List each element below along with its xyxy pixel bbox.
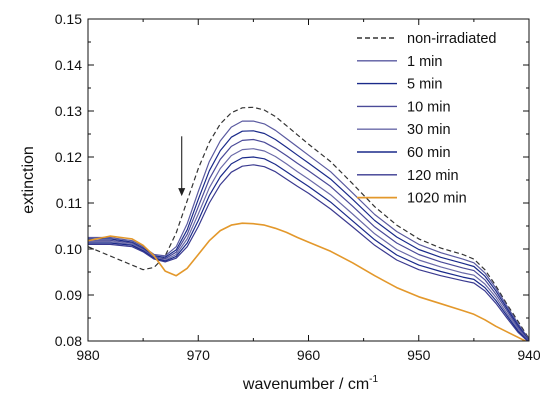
y-axis-label: extinction xyxy=(20,146,37,214)
legend: non-irradiated 1 min 5 min 10 min 30 min 60 m… xyxy=(357,31,496,207)
series-line-30-min xyxy=(88,148,529,341)
x-tick-label: 940 xyxy=(517,347,540,363)
annotation-layer xyxy=(178,136,186,197)
y-tick-label: 0.13 xyxy=(55,103,82,119)
x-axis-label-superscript: -1 xyxy=(369,374,378,385)
legend-label: 120 min xyxy=(407,168,459,184)
series-line-60-min xyxy=(88,156,529,341)
series-line-non-irradiated xyxy=(88,106,529,340)
series-line-1-min xyxy=(88,120,529,340)
series-line-5-min xyxy=(88,130,529,341)
plot-frame xyxy=(87,18,530,342)
legend-label: 30 min xyxy=(407,122,451,138)
x-tick-label: 970 xyxy=(187,347,211,363)
legend-label: 60 min xyxy=(407,145,451,161)
y-tick-label: 0.12 xyxy=(55,149,82,165)
x-tick-label: 960 xyxy=(297,347,321,363)
series-layer xyxy=(88,106,529,341)
y-tick-label: 0.14 xyxy=(55,57,82,73)
y-tick-label: 0.11 xyxy=(56,195,82,211)
legend-label: 5 min xyxy=(407,77,442,93)
legend-label: 1020 min xyxy=(407,191,467,207)
legend-label: 1 min xyxy=(407,54,442,70)
series-line-10-min xyxy=(88,138,529,341)
legend-label: 10 min xyxy=(407,99,451,115)
y-tick-label: 0.15 xyxy=(55,11,82,27)
legend-label: non-irradiated xyxy=(407,31,496,47)
y-tick-label: 0.10 xyxy=(55,241,82,257)
y-tick-label: 0.09 xyxy=(55,287,82,303)
x-tick-label: 980 xyxy=(76,347,100,363)
series-line-120-min xyxy=(88,164,529,341)
x-tick-label: 950 xyxy=(407,347,431,363)
arrow-head xyxy=(178,188,186,197)
x-axis-label: wavenumber / cm-1 xyxy=(242,374,379,393)
ticks-layer: 980 970 960 950 940 0.08 0.09 0.10 0.11 0.12 0.13 0… xyxy=(55,11,540,363)
x-axis-label-main: wavenumber / cm xyxy=(242,376,369,393)
y-tick-label: 0.08 xyxy=(55,333,82,349)
series-line-1020-min xyxy=(88,222,528,341)
